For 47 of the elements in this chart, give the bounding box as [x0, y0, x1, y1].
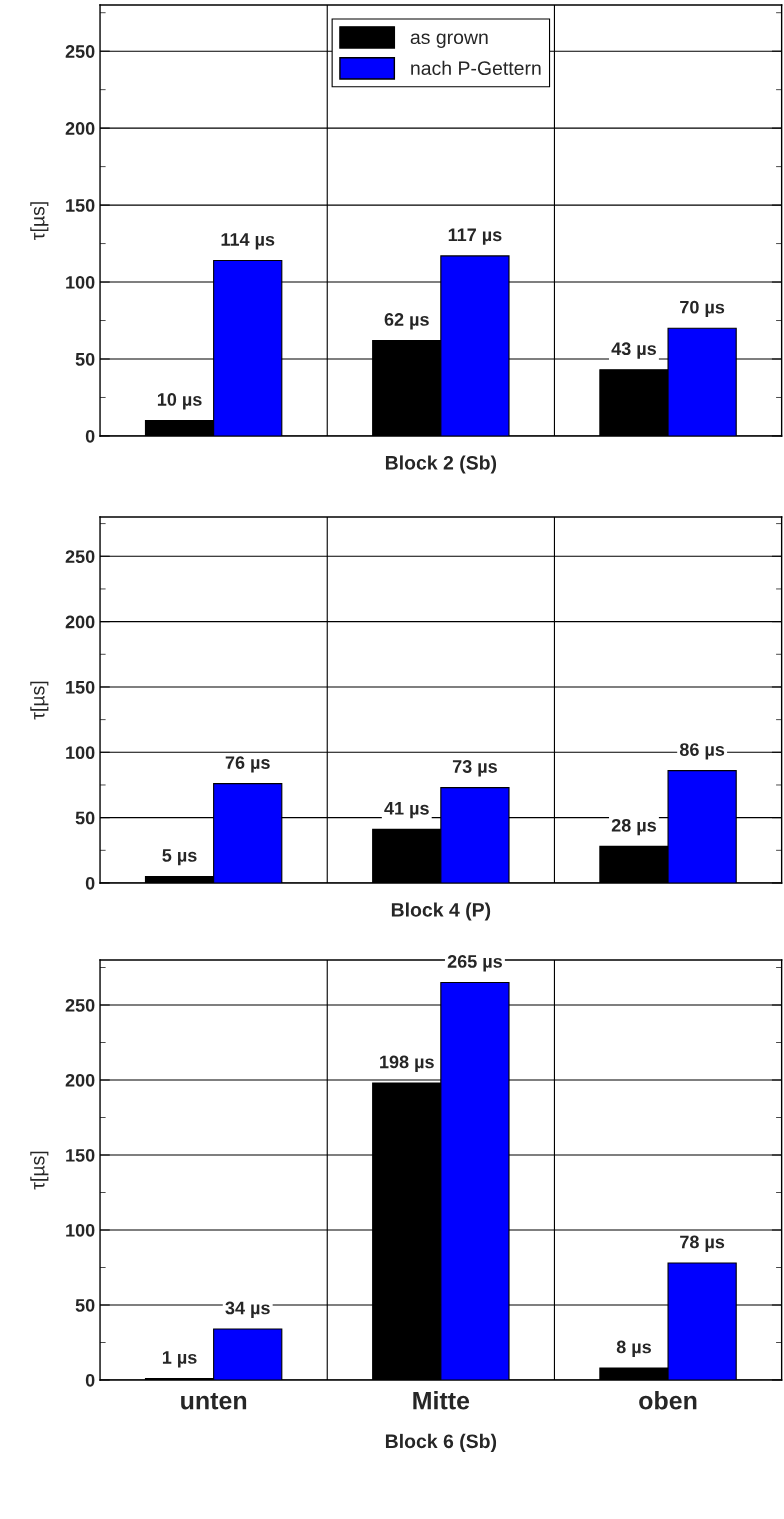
y-tick-label: 100: [66, 1223, 95, 1237]
y-tick-label: 200: [65, 615, 95, 629]
data-label: 62 µs: [384, 313, 429, 330]
legend-label: as grown: [410, 33, 488, 48]
y-tick-label: 100: [66, 275, 95, 289]
y-tick-label: 200: [65, 1073, 95, 1087]
y-tick-label: 100: [66, 746, 95, 760]
x-axis-title: Block 4 (P): [391, 902, 491, 921]
x-tick-label: Mitte: [413, 1391, 470, 1410]
y-axis-title: τ[µs]: [30, 202, 49, 240]
data-label: 41 µs: [384, 802, 429, 819]
legend-label: nach P-Gettern: [411, 60, 541, 76]
data-label: 78 µs: [680, 1235, 725, 1252]
data-label: 70 µs: [680, 300, 725, 318]
y-tick-label: 50: [75, 811, 95, 825]
data-label: 117 µs: [448, 228, 502, 245]
y-tick-label: 150: [66, 1148, 95, 1162]
data-label: 5 µs: [162, 849, 197, 866]
data-label: 86 µs: [679, 743, 725, 760]
data-label: 73 µs: [452, 760, 497, 777]
x-axis-title: Block 2 (Sb): [385, 455, 497, 474]
data-label: 28 µs: [611, 818, 656, 836]
data-label: 34 µs: [225, 1301, 270, 1318]
data-label: 1 µs: [162, 1351, 197, 1368]
data-label: 8 µs: [616, 1340, 651, 1357]
y-axis-title: τ[µs]: [30, 681, 49, 720]
y-tick-label: 250: [65, 45, 95, 58]
data-label: 76 µs: [225, 756, 270, 773]
y-axis-title: τ[µs]: [30, 1151, 49, 1190]
y-tick-label: 200: [65, 122, 95, 135]
y-tick-label: 150: [66, 199, 95, 212]
y-tick-label: 50: [75, 352, 95, 366]
data-label: 114 µs: [221, 233, 275, 250]
y-tick-label: 0: [85, 429, 95, 443]
data-label: 10 µs: [157, 393, 202, 410]
data-label: 198 µs: [380, 1055, 434, 1072]
x-axis-title: Block 6 (Sb): [385, 1433, 497, 1452]
y-tick-label: 50: [75, 1298, 95, 1312]
y-tick-label: 0: [85, 1373, 95, 1387]
data-label: 43 µs: [611, 342, 656, 359]
data-label: 265 µs: [447, 955, 502, 972]
y-tick-label: 150: [66, 680, 95, 694]
x-tick-label: unten: [181, 1392, 247, 1410]
x-tick-label: oben: [639, 1391, 697, 1410]
y-tick-label: 250: [65, 998, 95, 1012]
y-tick-label: 250: [65, 550, 95, 563]
y-tick-label: 0: [85, 876, 95, 890]
